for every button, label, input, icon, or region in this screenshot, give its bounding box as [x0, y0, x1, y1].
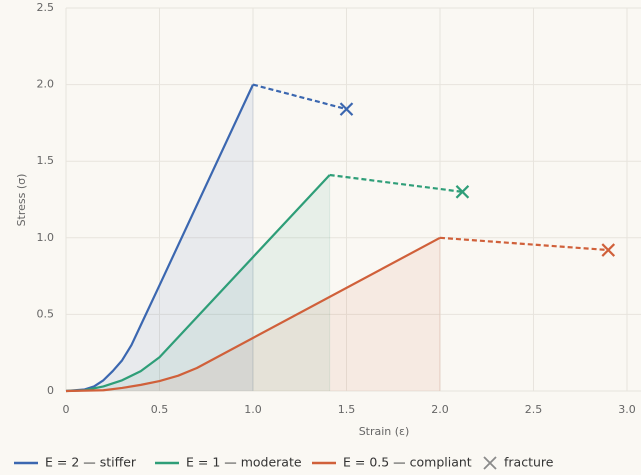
x-tick-label: 0.5 [151, 403, 169, 416]
post-peak-line [252, 83, 347, 111]
legend-label: E = 1 — moderate [186, 455, 302, 470]
x-tick-label: 3.0 [618, 403, 636, 416]
fracture-marker [339, 102, 354, 116]
x-tick-label: 2.5 [525, 403, 543, 416]
legend-label: fracture [504, 455, 554, 470]
post-peak-line [329, 173, 463, 193]
y-tick-label: 1.0 [37, 231, 55, 244]
x-axis-label: Strain (ε) [359, 425, 410, 438]
line [65, 84, 254, 393]
x-tick-label: 1.5 [338, 403, 356, 416]
legend-label: E = 0.5 — compliant [343, 455, 472, 470]
x-tick-label: 2.0 [431, 403, 449, 416]
x-tick-label: 0 [63, 403, 70, 416]
legend-fracture-icon [483, 456, 497, 470]
y-tick-label: 0.5 [37, 307, 55, 320]
line [65, 236, 441, 393]
post-peak-line [439, 236, 609, 252]
legend-label: E = 2 — stiffer [45, 455, 137, 470]
x-tick-label: 1.0 [244, 403, 262, 416]
legend: E = 2 — stiffer E = 1 — moderate E = 0.5 —… [14, 455, 554, 470]
y-tick-label: 1.5 [37, 154, 55, 167]
area-fill [66, 84, 253, 391]
y-tick-label: 0 [47, 384, 54, 397]
fracture-marker [601, 243, 616, 257]
y-axis-label: Stress (σ) [15, 174, 28, 227]
fracture-marker [455, 185, 470, 199]
y-tick-label: 2.0 [37, 78, 55, 91]
area-fill [66, 237, 440, 391]
area-fill [66, 174, 330, 391]
y-tick-label: 2.5 [37, 1, 55, 14]
